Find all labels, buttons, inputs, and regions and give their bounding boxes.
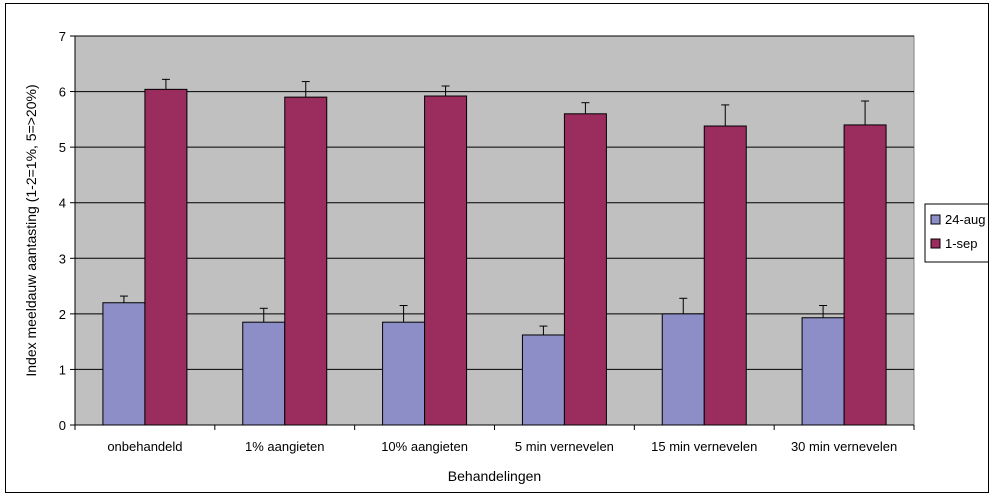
x-tick-label: 30 min vernevelen <box>791 439 897 454</box>
legend-label: 24-aug <box>945 212 985 227</box>
y-tick-label: 2 <box>59 307 66 322</box>
bar <box>563 113 607 426</box>
bar <box>661 313 705 426</box>
bar <box>102 302 146 426</box>
y-tick-label: 1 <box>59 362 66 377</box>
x-tick-label: 15 min vernevelen <box>651 439 757 454</box>
x-tick-label: 5 min vernevelen <box>515 439 614 454</box>
bar <box>242 321 286 426</box>
bar <box>801 317 845 426</box>
x-tick-label: 10% aangieten <box>381 439 468 454</box>
legend: 24-aug 1-sep <box>924 203 988 263</box>
bar <box>703 125 747 426</box>
y-tick-label: 3 <box>59 251 66 266</box>
legend-box <box>924 203 988 263</box>
bar <box>144 88 188 426</box>
gridlines <box>75 35 914 370</box>
y-axis-title: Index meeldauw aantasting (1-2=1%, 5=>20… <box>23 84 39 376</box>
y-tick-label: 6 <box>59 85 66 100</box>
chart-frame: 0 1 2 3 4 5 6 7 onbehandeld 1% aangieten 10% aangi… <box>5 3 989 493</box>
x-axis-title: Behandelingen <box>448 468 541 484</box>
y-tick-label: 5 <box>59 140 66 155</box>
bars <box>102 78 887 426</box>
y-tick-label: 4 <box>59 196 66 211</box>
bar <box>843 124 887 426</box>
bar <box>424 95 468 426</box>
x-tick-label: 1% aangieten <box>245 439 325 454</box>
tick-labels: 0 1 2 3 4 5 6 7 onbehandeld 1% aangieten 10% aangi… <box>59 29 915 454</box>
y-tick-label: 7 <box>59 29 66 44</box>
plot-area <box>74 35 915 426</box>
legend-swatch <box>930 238 941 249</box>
legend-swatch <box>930 214 941 225</box>
legend-label: 1-sep <box>945 236 978 251</box>
bar <box>382 321 426 426</box>
bar <box>284 96 328 426</box>
x-tick-label: onbehandeld <box>107 439 182 454</box>
y-tick-label: 0 <box>59 418 66 433</box>
bar <box>521 334 565 426</box>
bar-chart: 0 1 2 3 4 5 6 7 onbehandeld 1% aangieten 10% aangi… <box>23 29 988 484</box>
